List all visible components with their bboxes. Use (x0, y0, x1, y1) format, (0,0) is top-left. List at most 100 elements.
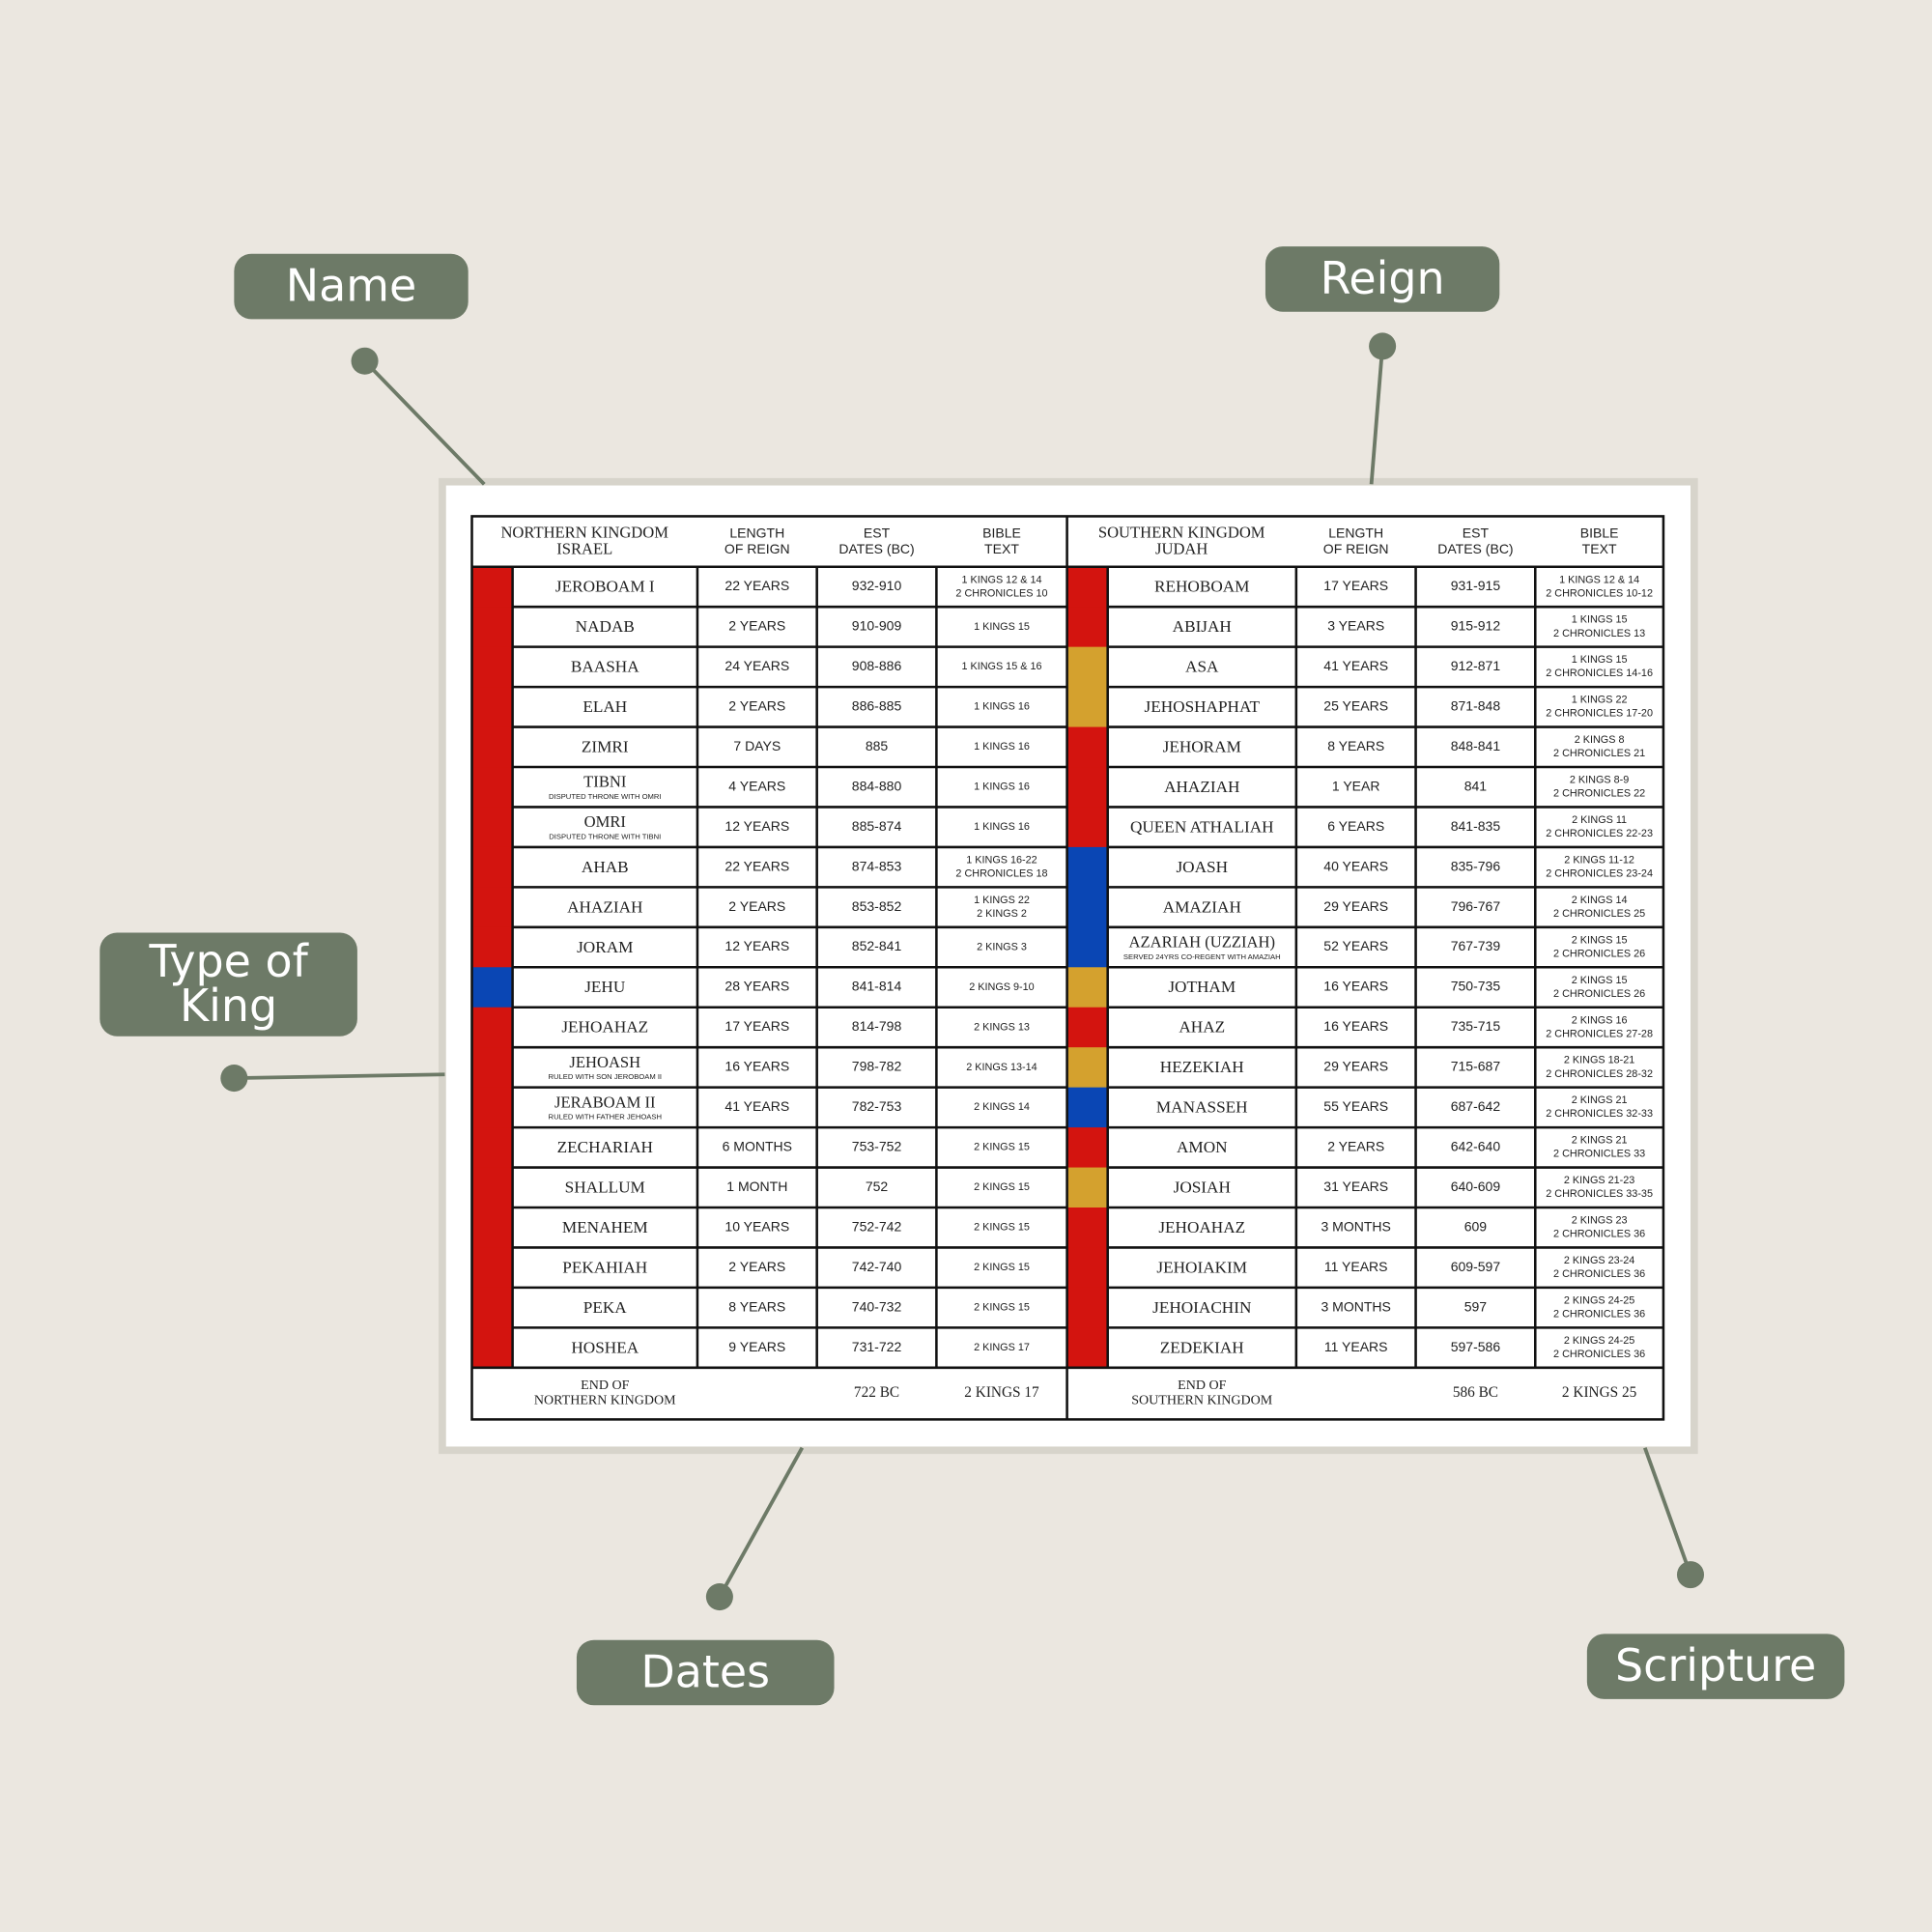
king-name: ABIJAH (1173, 617, 1232, 636)
king-type-cell (471, 726, 513, 768)
bible-text: 2 CHRONICLES 32-33 (1546, 1108, 1653, 1120)
king-name: JOTHAM (1168, 978, 1236, 996)
bible-text: 2 KINGS 24-25 (1564, 1335, 1634, 1347)
king-type-cell (1066, 1287, 1108, 1328)
reign-dates: 886-885 (852, 698, 902, 714)
reign-length: 3 YEARS (1327, 618, 1384, 634)
king-type-cell (1066, 1087, 1108, 1128)
king-note: DISPUTED THRONE WITH OMRI (549, 792, 662, 801)
bible-text: 2 CHRONICLES 25 (1553, 908, 1645, 920)
reign-length: 3 MONTHS (1321, 1218, 1390, 1234)
callout-dot (705, 1583, 733, 1611)
header-label: BIBLE (1580, 526, 1619, 541)
reign-dates: 841-835 (1451, 818, 1501, 834)
bible-text: 2 KINGS 11 (1572, 814, 1627, 826)
callout-label: Dates (640, 1646, 770, 1698)
king-name: AMON (1177, 1138, 1228, 1156)
bible-text: 2 CHRONICLES 36 (1553, 1349, 1645, 1360)
header-label: LENGTH (1328, 526, 1383, 541)
reign-length: 4 YEARS (728, 778, 785, 793)
king-name: HOSHEA (571, 1338, 639, 1356)
king-name: MENAHEM (562, 1218, 648, 1236)
bible-text: 2 KINGS 11-12 (1564, 854, 1634, 866)
reign-dates: 852-841 (852, 938, 902, 953)
king-type-cell (471, 1167, 513, 1208)
bible-text: 2 KINGS 15 (974, 1301, 1030, 1313)
reign-length: 11 YEARS (1324, 1259, 1388, 1274)
king-name: JEHOAHAZ (561, 1018, 648, 1037)
footer-dates: 722 BC (854, 1384, 899, 1401)
king-name: QUEEN ATHALIAH (1130, 817, 1274, 836)
bible-text: 2 KINGS 14 (974, 1101, 1030, 1113)
king-name: ZEDEKIAH (1160, 1338, 1244, 1356)
king-type-cell (1066, 1247, 1108, 1289)
king-name: PEKAHIAH (562, 1258, 647, 1276)
reign-length: 31 YEARS (1323, 1179, 1388, 1194)
reign-dates: 814-798 (852, 1018, 902, 1034)
reign-dates: 871-848 (1451, 698, 1501, 714)
reign-dates: 841-814 (852, 979, 902, 994)
table-border (470, 515, 1665, 1421)
callout-label: Type of (148, 935, 309, 987)
callout-dot (1676, 1561, 1705, 1589)
reign-length: 1 MONTH (726, 1179, 787, 1194)
callout-line (1643, 1447, 1692, 1576)
king-type-cell (1066, 1047, 1108, 1089)
callout-label: Scripture (1615, 1639, 1816, 1691)
reign-length: 2 YEARS (728, 618, 785, 634)
bible-text: 2 KINGS 15 (974, 1222, 1030, 1234)
footer-label: SOUTHERN KINGDOM (1131, 1392, 1273, 1407)
bible-text: 2 KINGS 21-23 (1564, 1175, 1634, 1186)
king-type-cell (471, 566, 513, 608)
king-type-cell (471, 807, 513, 848)
bible-text: 2 KINGS 23 (1572, 1215, 1628, 1227)
reign-length: 41 YEARS (724, 1098, 789, 1114)
header-label: DATES (BC) (1437, 541, 1513, 556)
bible-text: 1 KINGS 16 (974, 781, 1030, 793)
bible-text: 2 KINGS 21 (1572, 1135, 1628, 1147)
king-type-cell (1066, 1127, 1108, 1169)
reign-length: 10 YEARS (724, 1218, 789, 1234)
header-label: TEXT (1582, 541, 1617, 556)
reign-length: 16 YEARS (1323, 979, 1388, 994)
bible-text: 2 CHRONICLES 26 (1553, 948, 1645, 959)
reign-length: 22 YEARS (724, 578, 789, 593)
header-label: OF REIGN (724, 541, 790, 556)
callout-line (1369, 346, 1385, 485)
bible-text: 1 KINGS 15 (974, 621, 1030, 633)
reign-dates: 910-909 (852, 618, 902, 634)
king-name: REHOBOAM (1154, 578, 1249, 596)
reign-dates: 740-732 (852, 1298, 902, 1314)
reign-length: 9 YEARS (728, 1339, 785, 1354)
king-type-cell (1066, 1167, 1108, 1208)
king-name: OMRI (584, 812, 626, 831)
callout-line (363, 359, 486, 486)
reign-length: 29 YEARS (1323, 1059, 1388, 1074)
bible-text: 2 CHRONICLES 36 (1553, 1229, 1645, 1240)
reign-dates: 753-752 (852, 1139, 902, 1154)
king-name: AZARIAH (UZZIAH) (1129, 933, 1275, 952)
bible-text: 2 KINGS 8 (1575, 734, 1625, 746)
reign-length: 8 YEARS (1327, 738, 1384, 753)
reign-length: 17 YEARS (1323, 578, 1388, 593)
reign-length: 2 YEARS (728, 698, 785, 714)
king-type-cell (471, 687, 513, 728)
reign-dates: 885 (866, 738, 889, 753)
king-note: SERVED 24YRS CO-REGENT WITH AMAZIAH (1123, 952, 1281, 961)
bible-text: 2 CHRONICLES 13 (1553, 628, 1645, 639)
callout-box (99, 932, 357, 1037)
header-label: ISRAEL (556, 539, 612, 557)
reign-dates: 915-912 (1451, 618, 1501, 634)
reign-length: 16 YEARS (1323, 1018, 1388, 1034)
reign-length: 8 YEARS (728, 1298, 785, 1314)
bible-text: 2 KINGS 2 (977, 908, 1027, 920)
bible-text: 2 CHRONICLES 18 (955, 868, 1047, 880)
header-label: EST (864, 526, 891, 541)
reign-length: 16 YEARS (724, 1059, 789, 1074)
reign-length: 6 MONTHS (723, 1139, 792, 1154)
bible-text: 2 CHRONICLES 23-24 (1546, 868, 1653, 880)
reign-dates: 731-722 (852, 1339, 902, 1354)
reign-dates: 750-735 (1451, 979, 1501, 994)
bible-text: 2 CHRONICLES 27-28 (1546, 1028, 1653, 1039)
reign-dates: 796-767 (1451, 898, 1501, 914)
